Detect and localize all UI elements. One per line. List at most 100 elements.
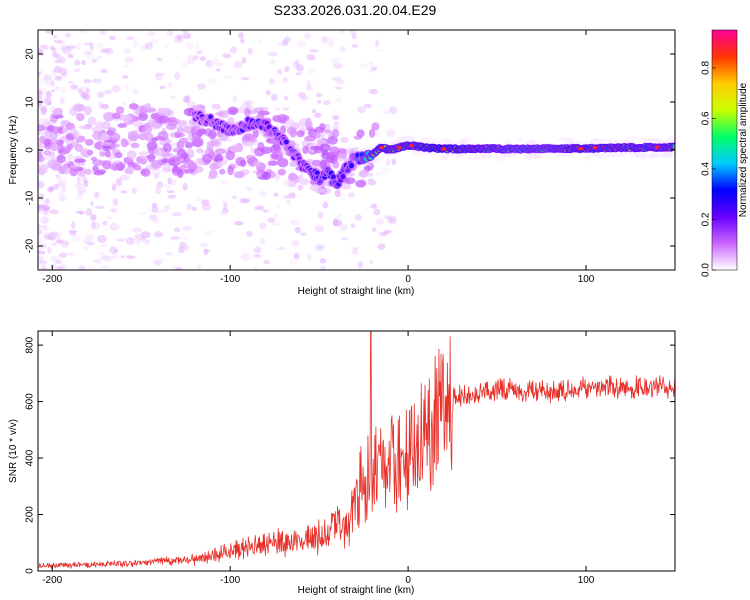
heatmap-cell (147, 30, 156, 37)
heatmap-cell (259, 190, 268, 197)
heatmap-cell (302, 145, 309, 155)
heatmap-cell (233, 60, 243, 69)
spectrogram-y-label: Frequency (Hz) (8, 116, 19, 185)
heatmap-cell (96, 42, 105, 49)
heatmap-cell (525, 140, 535, 145)
heatmap-cell (375, 48, 385, 53)
heatmap-cell (280, 125, 287, 134)
heatmap-cell (371, 122, 380, 131)
heatmap-cell (590, 138, 604, 144)
colorbar-tick-label: 0.8 (701, 61, 712, 75)
heatmap-cell (589, 138, 597, 144)
heatmap-cell (40, 267, 49, 270)
heatmap-cell (375, 218, 384, 225)
heatmap-cell (182, 95, 190, 103)
heatmap-cell (332, 160, 340, 169)
heatmap-cell (553, 153, 568, 158)
heatmap-cell (130, 100, 136, 104)
heatmap-cell (130, 142, 140, 149)
x-tick-label: -100 (220, 274, 240, 285)
heatmap-cell (64, 32, 72, 38)
heatmap-cell (338, 225, 346, 233)
heatmap-cell (495, 155, 506, 162)
x-tick-label: 0 (405, 274, 411, 285)
heatmap-cell (41, 201, 48, 205)
heatmap-cell (100, 141, 113, 146)
heatmap-cell (182, 234, 188, 241)
heatmap-cell (38, 117, 45, 123)
heatmap-cell (71, 221, 76, 230)
heatmap-cell (340, 194, 346, 201)
heatmap-cell (661, 153, 671, 158)
heatmap-cell (151, 205, 159, 213)
heatmap-cell (253, 147, 266, 157)
heatmap-cell (132, 187, 137, 195)
heatmap-cell (77, 190, 84, 197)
heatmap-cell (608, 139, 620, 145)
heatmap-cell (619, 152, 629, 156)
heatmap-cell (109, 143, 121, 148)
heatmap-cell (38, 223, 42, 229)
heatmap-cell (672, 143, 675, 149)
heatmap-cell (455, 156, 462, 161)
snr-x-label: Height of straight line (km) (298, 585, 415, 596)
heatmap-cell (283, 139, 289, 145)
heatmap-cell (83, 180, 89, 187)
heatmap-cell (61, 85, 66, 94)
heatmap-cell (168, 158, 175, 166)
heatmap-cell (252, 265, 258, 270)
y-tick-label: 10 (25, 96, 36, 108)
heatmap-cell (90, 200, 94, 207)
heatmap-cell (656, 140, 665, 144)
heatmap-cell (117, 123, 128, 128)
heatmap-cell (69, 167, 78, 177)
heatmap-cell (368, 60, 374, 67)
heatmap-cell (366, 161, 374, 171)
heatmap-cell (284, 95, 289, 101)
heatmap-cell (122, 75, 129, 79)
heatmap-cell (137, 211, 148, 216)
heatmap-cell (150, 122, 162, 130)
heatmap-cell (482, 153, 492, 159)
heatmap-cell (171, 264, 177, 270)
heatmap-cell (145, 154, 156, 159)
heatmap-cell (103, 256, 114, 262)
heatmap-cell (128, 103, 139, 110)
heatmap-cell (81, 91, 89, 99)
heatmap-cell (306, 54, 316, 61)
heatmap-cell (103, 90, 113, 95)
heatmap-cell (38, 180, 45, 189)
heatmap-cell (125, 255, 136, 259)
heatmap-cell (182, 182, 188, 191)
heatmap-cell (97, 235, 107, 243)
heatmap-cell (344, 177, 356, 185)
heatmap-cell (227, 165, 234, 176)
heatmap-cell (50, 255, 59, 262)
heatmap-cell (132, 39, 139, 48)
heatmap-cell (294, 226, 301, 234)
heatmap-cell (319, 123, 326, 131)
heatmap-cell (457, 153, 465, 158)
heatmap-cell (212, 58, 220, 65)
heatmap-cell (350, 223, 356, 228)
heatmap-cell (327, 136, 339, 145)
heatmap-cell (583, 154, 594, 161)
heatmap-cell (196, 129, 204, 137)
heatmap-cell (559, 153, 567, 158)
heatmap-cell (218, 210, 229, 216)
heatmap-cell (197, 83, 207, 90)
x-tick-label: 100 (578, 575, 595, 586)
heatmap-cell (90, 214, 97, 221)
heatmap-cell (299, 96, 309, 101)
heatmap-cell (70, 84, 79, 90)
heatmap-cell (323, 129, 332, 134)
heatmap-cell (427, 137, 438, 141)
heatmap-cell (50, 234, 59, 238)
heatmap-cell (650, 137, 661, 143)
heatmap-cell (49, 142, 60, 152)
heatmap-cell (166, 190, 175, 194)
heatmap-cell (592, 153, 601, 158)
heatmap-cell (532, 155, 541, 160)
heatmap-cell (105, 216, 113, 220)
heatmap-cell (100, 69, 108, 73)
